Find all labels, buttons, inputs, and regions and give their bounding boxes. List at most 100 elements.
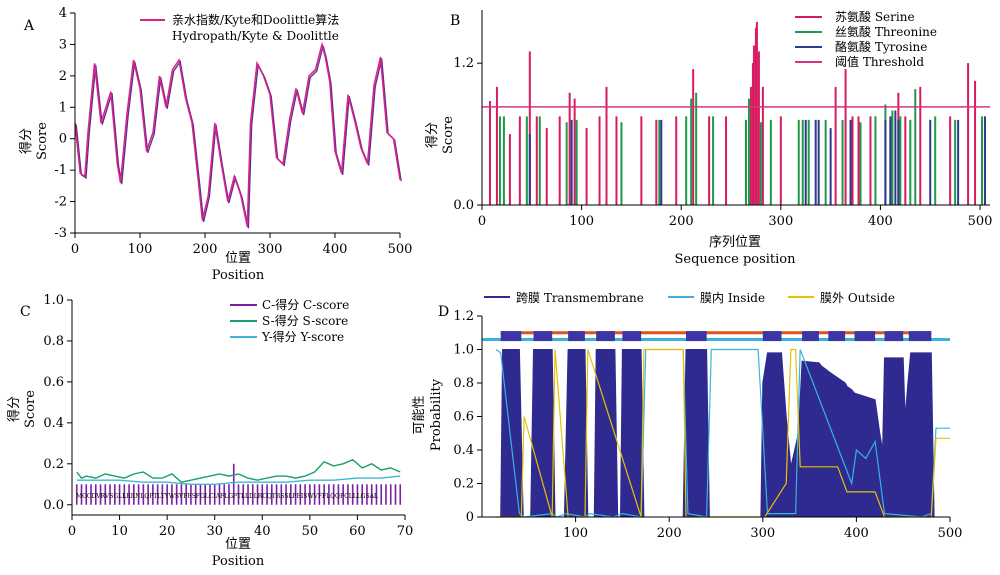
panel-d-label: D [438,304,449,320]
panel-c-xtick-label-60: 60 [349,524,366,539]
panel-d-legend: 跨膜 Transmembrane 膜内 Inside 膜外 Outside [484,291,895,305]
panel-b-ylabel-en: Score [441,116,456,154]
panel-d-topology-tm-7 [802,331,819,342]
panel-c-label: C [20,304,31,320]
panel-a-hydropathy-line [74,41,401,227]
panel-a-xtick-label-400: 400 [323,242,348,257]
panel-b-xtick-label-500: 500 [968,214,993,229]
panel-a-ytick-label-5: 2 [59,69,67,84]
panel-d-ytick-label-3: 0.6 [453,410,474,425]
panel-b-ytick-label-1: 1.2 [453,56,474,71]
panel-a-label: A [23,18,35,34]
panel-b-xtick-label-0: 0 [478,214,486,229]
panel-c-line-1 [76,458,401,483]
panel-c-ticks: 0 10 20 30 40 50 60 70 0.0 0.2 0.4 0.6 0.8 1.0 [43,293,413,539]
panel-c-xtick-label-20: 20 [159,524,176,539]
panel-d-ytick-label-4: 0.8 [453,376,474,391]
panel-c-ytick-label-0: 0.0 [43,498,64,513]
panel-d-topology-tm-6 [762,331,782,342]
panel-d-xtick-label-500: 500 [938,526,963,541]
panel-a-xtick-label-100: 100 [128,242,153,257]
panel-a-ylabel-cn: 得分 [18,128,34,154]
panel-d-plot [482,331,950,518]
panel-a-ytick-label-0: -3 [54,226,67,241]
panel-a-ytick-label-3: 0 [59,132,67,147]
panel-d-xtick-label-100: 100 [563,526,588,541]
panel-d-xtick-label-300: 300 [750,526,775,541]
panel-d-topology-tm-1 [533,331,553,342]
panel-a-ylabel-en: Score [35,122,50,160]
panel-d-xtick-label-400: 400 [844,526,869,541]
panel-c-xtick-label-10: 10 [111,524,128,539]
panel-c-xtick-label-30: 30 [206,524,223,539]
panel-b-xlabel-cn: 序列位置 [709,235,761,250]
panel-c-legend-label-2: Y-得分 Y-score [261,329,344,344]
panel-c-sequence: MGCDVRVSGLLRRNLQPTLTYWSVFFSFGLCIAFLGPTLL… [76,493,378,500]
panel-a-legend-2: Hydropath/Kyte & Doolittle [172,29,339,43]
panel-b-legend-label-1: 丝氨酸 Threonine [835,24,937,39]
panel-c-xtick-label-70: 70 [397,524,414,539]
panel-a-legend-1: 亲水指数/Kyte和Doolittle算法 [172,12,339,27]
panel-b-xtick-label-300: 300 [768,214,793,229]
panel-d-ylabel-cn: 可能性 [412,395,427,434]
panel-d-topology-tm-10 [884,331,904,342]
panel-c-legend-label-0: C-得分 C-score [262,297,349,312]
panel-d-ytick-label-5: 1.0 [453,343,474,358]
panel-a-xtick-label-0: 0 [71,242,79,257]
panel-d-topology-tm-0 [500,331,522,342]
panel-b-legend-label-0: 苏氨酸 Serine [835,9,915,24]
panel-d-ytick-label-2: 0.4 [453,443,474,458]
panel-b-xtick-label-100: 100 [569,214,594,229]
panel-c-legend-label-1: S-得分 S-score [262,313,348,328]
panel-d-ticks: 100 200 300 400 500 0 0.2 0.4 0.6 0.8 1.0 1.2 [453,309,962,541]
panel-a-ytick-label-4: 1 [59,100,67,115]
panel-a-xlabel-en: Position [212,268,265,283]
panel-d-topology-tm-11 [908,331,932,342]
panel-a-xtick-label-200: 200 [193,242,218,257]
panel-c-xlabel-en: Position [212,554,265,569]
panel-b-ticks: 0 100 200 300 400 500 0.0 1.2 [453,56,992,229]
panel-c-plot [75,458,402,505]
panel-c: C 0 10 20 30 40 50 60 70 0.0 0.2 0.4 0.6 0.8 1.0 MGCD… [6,293,413,569]
panel-b-xtick-label-200: 200 [669,214,694,229]
panel-a-ytick-label-2: -1 [54,163,67,178]
panel-b-legend-label-2: 酪氨酸 Tyrosine [835,39,927,54]
panel-c-ytick-label-4: 0.8 [43,334,64,349]
panel-b-xtick-label-400: 400 [868,214,893,229]
panel-c-xtick-label-0: 0 [68,524,76,539]
panel-b: B 0 100 200 300 400 500 0.0 1.2 得分 Score 序列位置 S… [424,9,992,267]
panel-d-legend-label-2: 膜外 Outside [820,291,895,305]
panel-a-plot [74,41,402,229]
panel-b-plot [482,21,990,205]
panel-c-ylabel-cn: 得分 [6,396,22,422]
panel-a: A 0 100 200 300 400 500 -3 -2 -1 0 1 2 3 4 得分 Score 位… [18,6,412,283]
panel-a-ytick-label-7: 4 [59,6,67,21]
panel-a-ytick-label-6: 3 [59,37,67,52]
panel-c-line-2 [76,475,401,485]
panel-d-ytick-label-6: 1.2 [453,309,474,324]
panel-b-ylabel-cn: 得分 [424,122,440,148]
panel-d-legend-label-1: 膜内 Inside [700,291,765,305]
panel-d-ytick-label-1: 0.2 [453,477,474,492]
panel-d-topology-tm-3 [596,331,615,342]
panel-c-ytick-label-1: 0.2 [43,457,64,472]
panel-d-ylabel-en: Probability [429,378,444,451]
panel-b-legend-label-3: 阈值 Threshold [835,54,924,69]
panel-a-ytick-label-1: -2 [54,195,67,210]
panel-c-xtick-label-50: 50 [302,524,319,539]
panel-d-ytick-label-0: 0 [466,510,474,525]
panel-b-xlabel-en: Sequence position [674,252,796,267]
panel-c-ytick-label-3: 0.6 [43,375,64,390]
panel-d-legend-label-0: 跨膜 Transmembrane [516,291,644,305]
panel-c-xlabel-cn: 位置 [225,537,251,552]
panel-c-ytick-label-2: 0.4 [43,416,64,431]
panel-d-topology-tm-5 [686,331,707,342]
panel-c-xtick-label-40: 40 [254,524,271,539]
panel-a-xtick-label-500: 500 [388,242,413,257]
panel-d-topology-tm-4 [622,331,642,342]
panel-a-xtick-label-300: 300 [258,242,283,257]
panel-d-xtick-label-200: 200 [657,526,682,541]
panel-a-ticks: 0 100 200 300 400 500 -3 -2 -1 0 1 2 3 4 [54,6,412,257]
